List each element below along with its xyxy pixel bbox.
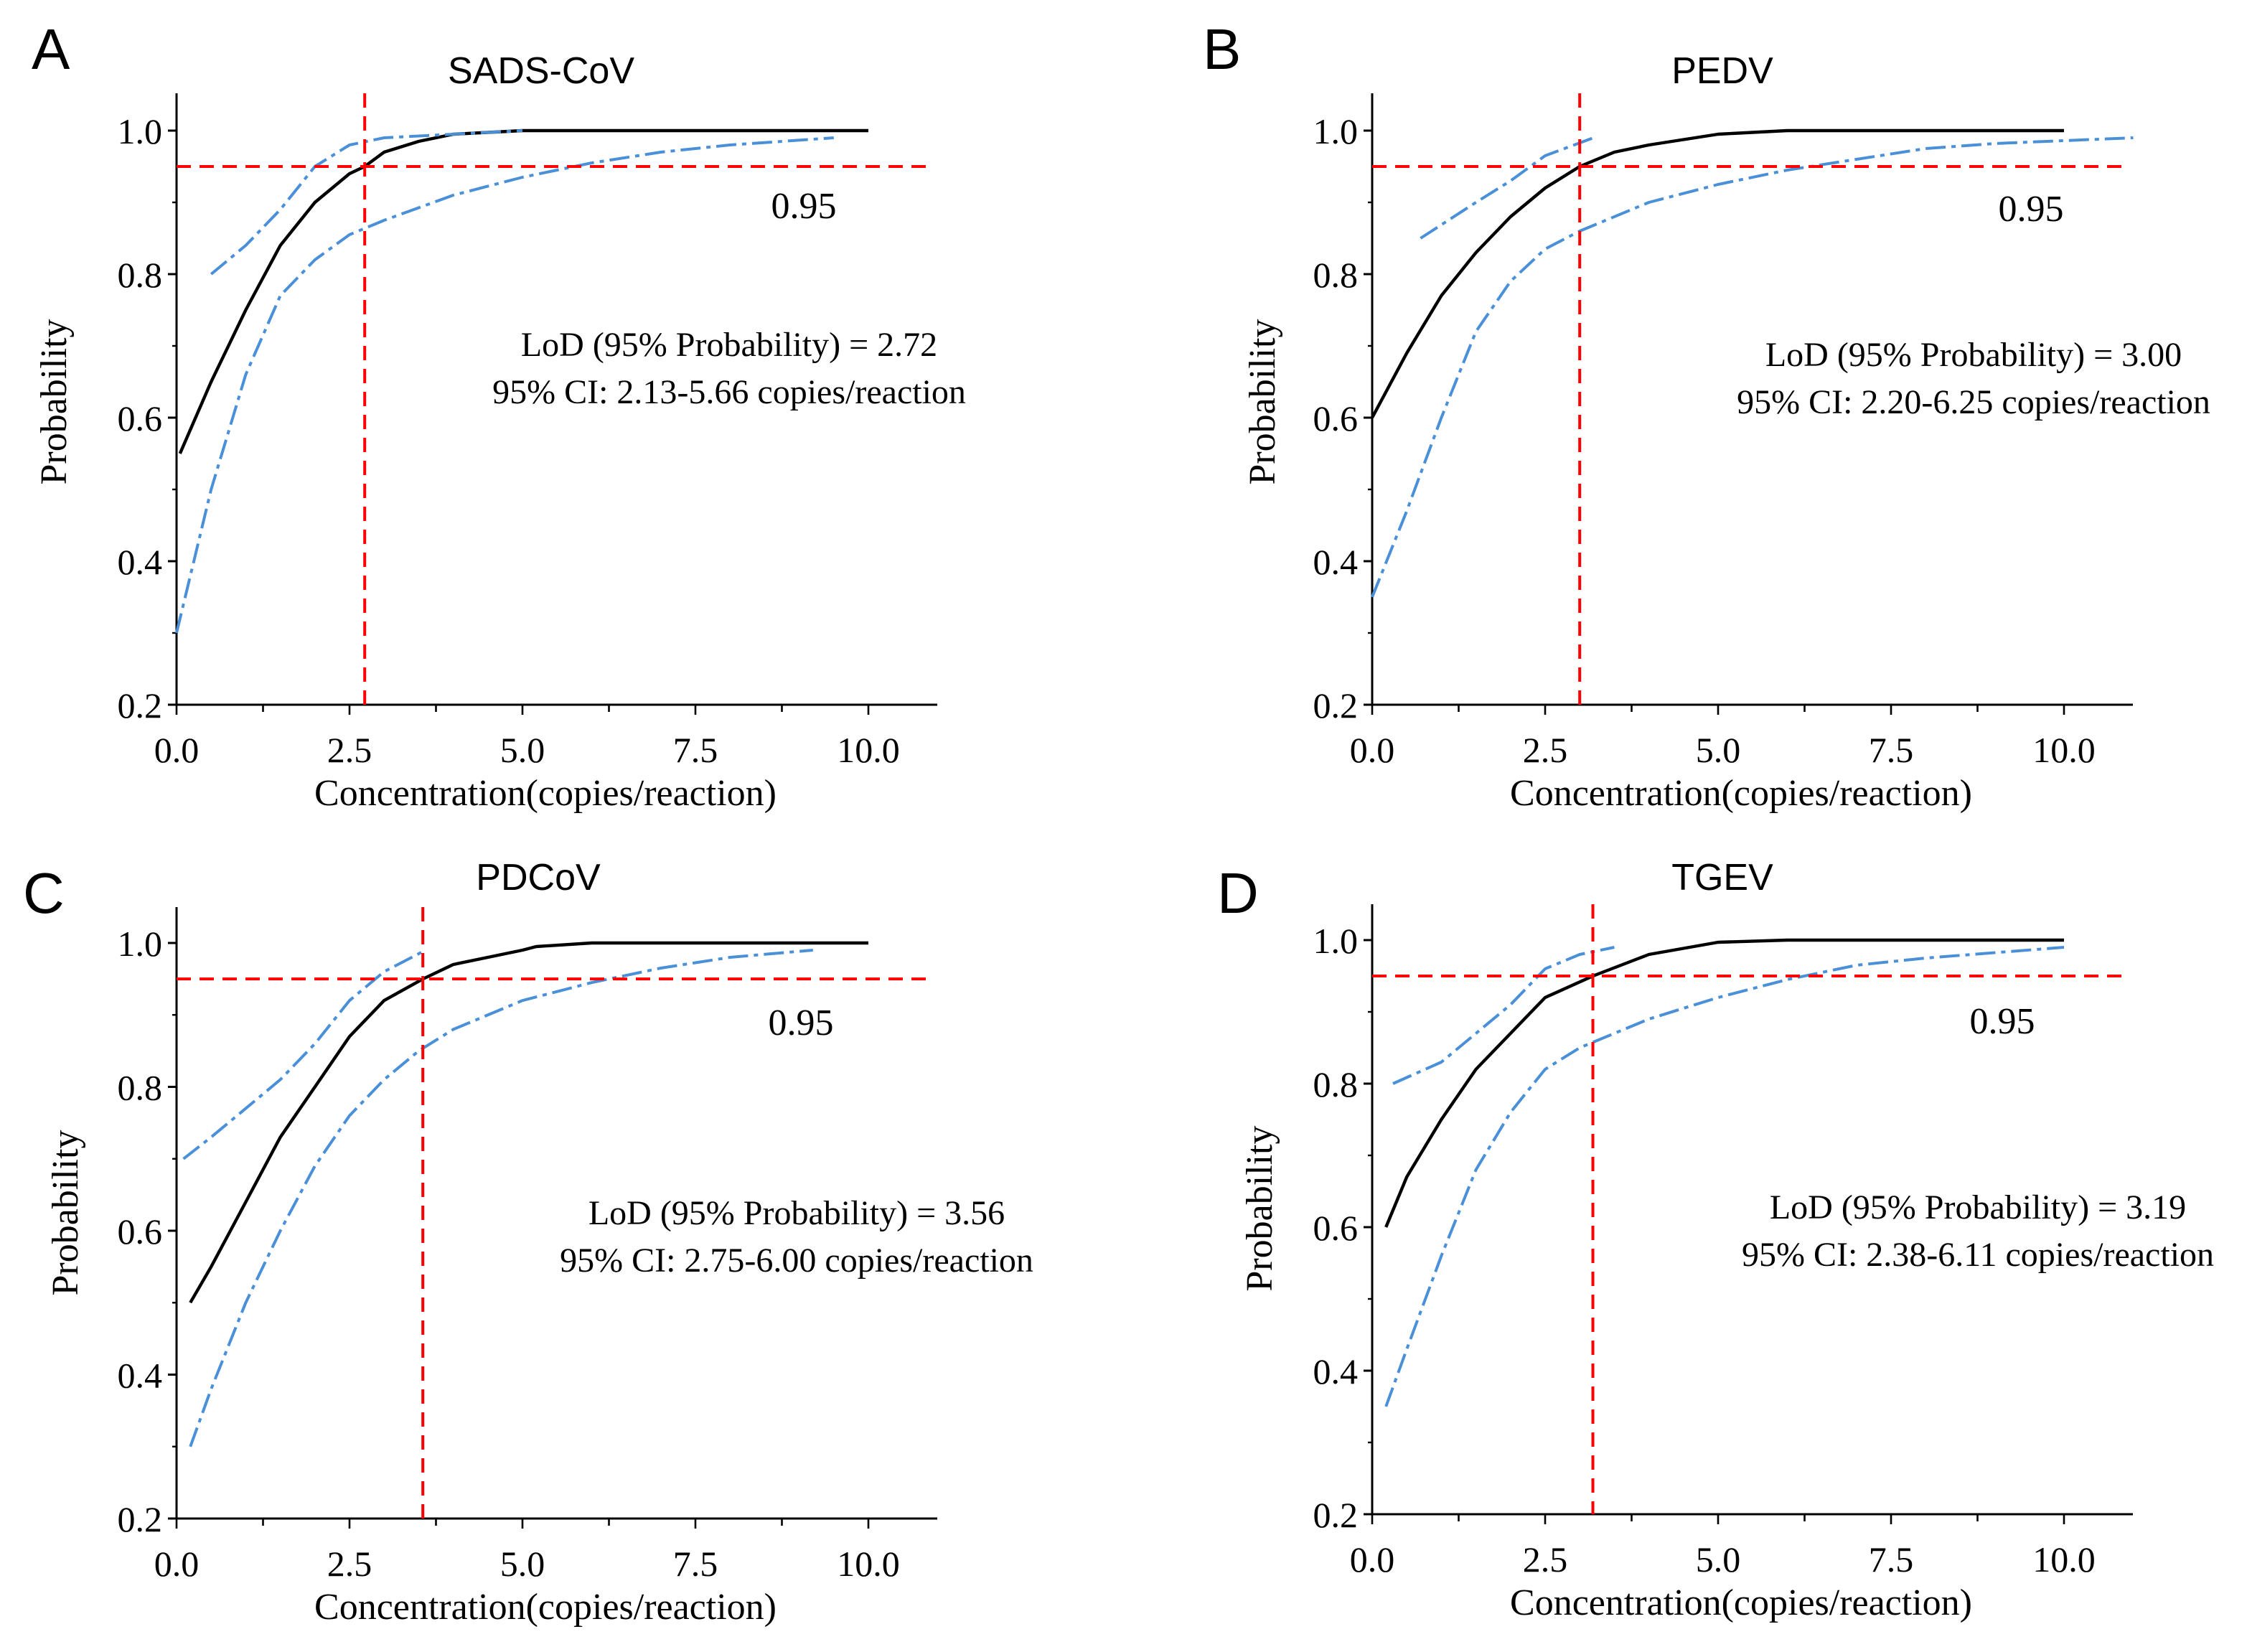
y-tick-label: 0.4 [1313,542,1359,582]
panel-letter: A [32,17,70,81]
y-tick-label: 0.2 [118,685,163,726]
lod-annotation: LoD (95% Probability) = 3.00 [1765,336,2182,374]
x-tick-label: 2.5 [1523,1539,1568,1580]
x-tick-label: 2.5 [327,730,372,770]
y-tick-label: 0.8 [1313,255,1359,295]
x-tick-label: 7.5 [673,1544,718,1584]
chart-title: PEDV [1671,50,1773,92]
x-tick-label: 10.0 [837,1544,900,1584]
x-axis-label: Concentration(copies/reaction) [314,773,777,814]
y-tick-label: 1.0 [1313,921,1359,961]
lod-annotation: LoD (95% Probability) = 3.56 [588,1194,1005,1232]
x-tick-label: 0.0 [1350,730,1395,770]
y-tick-label: 0.6 [1313,398,1359,438]
x-tick-label: 0.0 [154,1544,200,1584]
x-tick-label: 0.0 [154,730,200,770]
upper-ci-curve [1420,136,1595,240]
ci-annotation: 95% CI: 2.75-6.00 copies/reaction [560,1242,1033,1280]
lower-ci-curve [175,136,834,634]
chart-title: TGEV [1671,857,1773,898]
y-tick-label: 0.6 [1313,1208,1359,1248]
y-axis-label: Probability [34,319,75,484]
x-tick-label: 0.0 [1350,1539,1395,1580]
x-tick-label: 10.0 [837,730,900,770]
panel-b: B PEDV 0.2 0.4 0.6 0.8 1.0 0.0 2.5 5.0 7.5 10.0 Conc… [1203,17,2210,814]
panel-c: C PDCoV 0.2 0.4 0.6 0.8 1.0 0.0 2.5 5.0 7.5 10.0 Con… [23,857,1033,1628]
lower-ci-curve [189,949,813,1447]
ci-annotation: 95% CI: 2.20-6.25 copies/reaction [1737,383,2210,421]
fit-curve [1384,938,2064,1228]
y-tick-label: 0.4 [118,1356,163,1396]
x-tick-label: 10.0 [2032,1539,2096,1580]
y-tick-label: 0.2 [1313,685,1359,726]
y-tick-label: 1.0 [118,111,163,151]
chart-title: PDCoV [476,857,601,898]
ci-annotation: 95% CI: 2.38-6.11 copies/reaction [1742,1236,2214,1274]
lod-annotation: LoD (95% Probability) = 3.19 [1770,1188,2186,1226]
x-tick-label: 7.5 [1869,730,1914,770]
upper-ci-curve [210,129,523,276]
y-tick-label: 0.2 [118,1499,163,1539]
x-tick-label: 2.5 [1523,730,1568,770]
lower-ci-curve [1384,946,2065,1407]
panel-a: A SADS-CoV 0.2 0.4 0.6 0.8 1.0 0.0 2.5 5.0 7.5 10.0… [32,17,966,814]
reference-label: 0.95 [769,1003,834,1043]
y-tick-label: 0.2 [1313,1495,1359,1535]
reference-label: 0.95 [771,186,837,227]
x-tick-label: 5.0 [1696,1539,1741,1580]
y-axis-label: Probability [1239,1125,1280,1291]
y-axis-label: Probability [45,1130,86,1295]
ci-annotation: 95% CI: 2.13-5.66 copies/reaction [492,373,966,411]
y-tick-label: 0.8 [1313,1064,1359,1104]
reference-label: 0.95 [1970,1001,2035,1042]
y-tick-label: 0.8 [118,1068,163,1108]
lod-annotation: LoD (95% Probability) = 2.72 [521,326,937,364]
y-tick-label: 0.6 [118,398,163,438]
y-tick-label: 0.8 [118,255,163,295]
y-tick-label: 1.0 [1313,111,1359,151]
fit-curve [189,941,868,1304]
upper-ci-curve [1392,946,1615,1085]
reference-label: 0.95 [1999,189,2064,230]
x-axis-label: Concentration(copies/reaction) [1510,773,1972,814]
x-tick-label: 5.0 [500,730,545,770]
x-tick-label: 5.0 [500,1544,545,1584]
upper-ci-curve [182,949,426,1160]
x-tick-label: 10.0 [2032,730,2096,770]
panel-d: D TGEV 0.2 0.4 0.6 0.8 1.0 0.0 2.5 5.0 7.5 10.0 Conc… [1217,857,2214,1623]
x-axis-label: Concentration(copies/reaction) [1510,1582,1972,1623]
x-tick-label: 2.5 [327,1544,372,1584]
panel-letter: D [1217,861,1259,925]
y-tick-label: 0.4 [118,542,163,582]
y-tick-label: 0.6 [118,1211,163,1252]
x-axis-label: Concentration(copies/reaction) [314,1587,777,1628]
panel-letter: B [1203,17,1241,81]
chart-title: SADS-CoV [448,50,634,92]
x-tick-label: 7.5 [673,730,718,770]
y-tick-label: 0.4 [1313,1351,1359,1391]
y-axis-label: Probability [1242,319,1283,484]
lower-ci-curve [1371,136,2134,598]
fit-curve [1371,128,2064,419]
y-tick-label: 1.0 [118,924,163,964]
x-tick-label: 5.0 [1696,730,1741,770]
x-tick-label: 7.5 [1869,1539,1914,1580]
panel-letter: C [23,861,65,925]
